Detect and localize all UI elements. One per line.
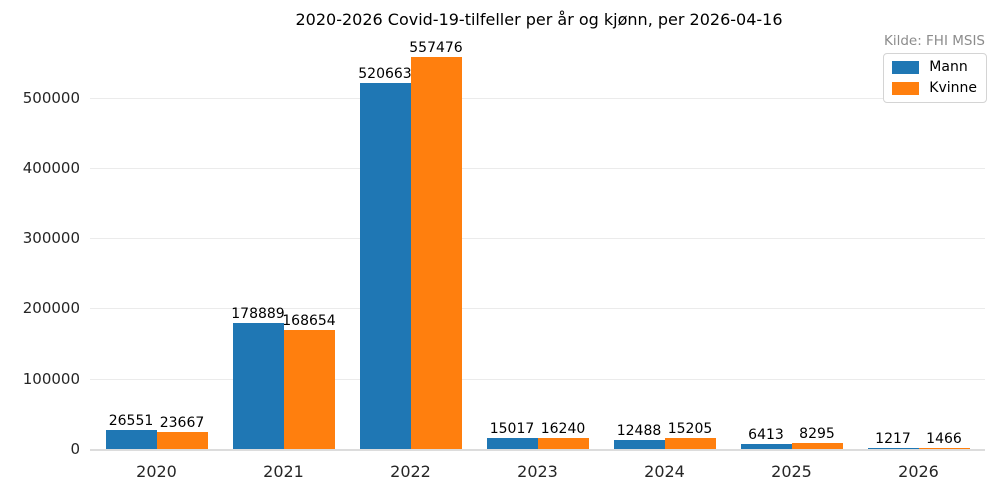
y-tick-label: 300000 bbox=[22, 229, 80, 248]
bar-kvinne-2022 bbox=[410, 57, 462, 449]
bar-value-label: 15205 bbox=[667, 421, 713, 437]
bar-mann-2024 bbox=[613, 440, 665, 449]
bar-value-label: 23667 bbox=[159, 415, 205, 431]
bar-kvinne-2023 bbox=[537, 438, 589, 449]
bar-value-label: 168654 bbox=[282, 313, 336, 329]
bar-kvinne-2026 bbox=[918, 448, 970, 449]
legend-swatch-mann bbox=[892, 61, 920, 74]
bar-value-label: 557476 bbox=[409, 40, 463, 56]
legend: Mann Kvinne bbox=[883, 53, 987, 103]
x-tick-label-2024: 2024 bbox=[644, 462, 685, 481]
bar-kvinne-2025 bbox=[791, 443, 843, 449]
y-tick-label: 0 bbox=[70, 440, 80, 458]
gridline bbox=[90, 308, 985, 310]
x-tick-label-2026: 2026 bbox=[898, 462, 939, 481]
bar-kvinne-2024 bbox=[664, 438, 716, 449]
legend-label: Mann bbox=[929, 59, 968, 75]
bar-mann-2021 bbox=[232, 323, 284, 449]
gridline bbox=[90, 167, 985, 169]
bar-mann-2022 bbox=[359, 83, 411, 449]
bar-mann-2020 bbox=[105, 430, 157, 449]
gridline bbox=[90, 238, 985, 240]
bar-value-label: 8295 bbox=[799, 426, 835, 442]
bar-kvinne-2020 bbox=[156, 432, 208, 449]
legend-item-mann: Mann bbox=[892, 60, 977, 75]
x-tick-label-2022: 2022 bbox=[390, 462, 431, 481]
y-tick-label: 200000 bbox=[22, 299, 80, 318]
bar-value-label: 16240 bbox=[540, 421, 586, 437]
x-tick-label-2021: 2021 bbox=[263, 462, 304, 481]
y-tick-label: 500000 bbox=[22, 88, 80, 107]
source-label: Kilde: FHI MSIS bbox=[883, 33, 985, 49]
gridline bbox=[90, 97, 985, 99]
bar-kvinne-2021 bbox=[283, 330, 335, 449]
bar-mann-2025 bbox=[740, 444, 792, 449]
gridline bbox=[90, 378, 985, 380]
bar-value-label: 12488 bbox=[616, 423, 662, 439]
legend-item-kvinne: Kvinne bbox=[892, 81, 977, 96]
bar-value-label: 178889 bbox=[231, 306, 285, 322]
legend-label: Kvinne bbox=[929, 80, 977, 96]
bar-value-label: 1466 bbox=[926, 431, 962, 447]
bar-value-label: 6413 bbox=[748, 427, 784, 443]
x-axis-line bbox=[90, 449, 985, 451]
y-tick-label: 400000 bbox=[22, 158, 80, 177]
bar-value-label: 15017 bbox=[489, 421, 535, 437]
chart-title: 2020-2026 Covid-19-tilfeller per år og k… bbox=[295, 10, 783, 29]
bar-mann-2026 bbox=[867, 448, 919, 449]
x-tick-label-2025: 2025 bbox=[771, 462, 812, 481]
legend-swatch-kvinne bbox=[892, 82, 920, 95]
bar-value-label: 26551 bbox=[108, 413, 154, 429]
bar-mann-2023 bbox=[486, 438, 538, 449]
bar-value-label: 1217 bbox=[875, 431, 911, 447]
x-tick-label-2023: 2023 bbox=[517, 462, 558, 481]
y-tick-label: 100000 bbox=[22, 369, 80, 388]
x-tick-label-2020: 2020 bbox=[136, 462, 177, 481]
bar-value-label: 520663 bbox=[358, 66, 412, 82]
